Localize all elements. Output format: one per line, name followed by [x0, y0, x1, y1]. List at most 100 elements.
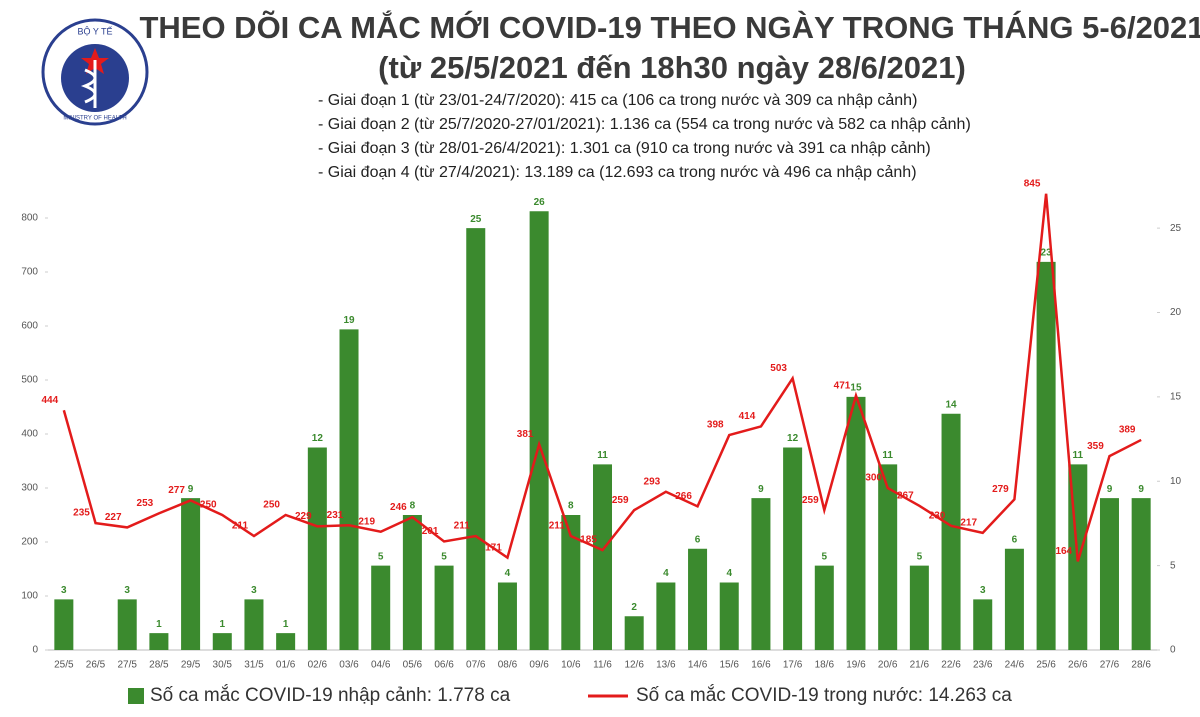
bar-label: 15	[850, 383, 862, 394]
line-label: 230	[929, 510, 946, 521]
x-tick-label: 30/5	[213, 660, 233, 671]
x-tick-label: 21/6	[910, 660, 930, 671]
bar-label: 1	[156, 619, 162, 630]
x-tick-label: 02/6	[308, 660, 328, 671]
bar	[1131, 498, 1151, 650]
bar-label: 8	[568, 501, 574, 512]
line-label: 235	[73, 508, 90, 519]
line-label: 164	[1055, 546, 1072, 557]
y-tick-label: 500	[21, 375, 38, 386]
bar	[1004, 548, 1024, 650]
bar-label: 2	[631, 602, 637, 613]
bar	[783, 447, 803, 650]
bar	[1036, 261, 1056, 650]
line-label: 211	[549, 521, 566, 532]
x-tick-label: 27/5	[117, 660, 137, 671]
line-label: 253	[137, 498, 154, 509]
y2-tick-label: 15	[1170, 392, 1182, 403]
x-tick-label: 12/6	[624, 660, 644, 671]
bar	[1099, 498, 1119, 650]
line-label: 211	[232, 521, 249, 532]
y2-tick-label: 10	[1170, 476, 1182, 487]
bar-label: 5	[917, 551, 923, 562]
bar-label: 5	[378, 551, 384, 562]
bar	[814, 565, 834, 650]
line-label: 300	[865, 473, 882, 484]
bar	[212, 633, 232, 650]
bar-label: 9	[1107, 484, 1113, 495]
x-tick-label: 05/6	[403, 660, 423, 671]
line-label: 246	[390, 502, 407, 513]
line	[62, 193, 1142, 562]
bar-label: 4	[505, 568, 511, 579]
bar	[656, 582, 676, 650]
legend-swatch	[128, 688, 144, 704]
bar	[909, 565, 929, 650]
y-tick-label: 100	[21, 591, 38, 602]
chart-title: THEO DÕI CA MẮC MỚI COVID-19 THEO NGÀY T…	[139, 9, 1200, 45]
line-label: 259	[612, 495, 629, 506]
bar-label: 11	[1072, 450, 1083, 461]
bar	[846, 396, 866, 650]
bar-label: 26	[534, 197, 546, 208]
bar	[941, 413, 961, 650]
y2-tick-label: 20	[1170, 307, 1182, 318]
logo-text: MINISTRY OF HEALTH	[63, 116, 126, 122]
x-tick-label: 09/6	[529, 660, 549, 671]
line-label: 250	[263, 500, 280, 511]
bar-label: 12	[787, 433, 799, 444]
line-label: 503	[770, 363, 787, 374]
x-tick-label: 04/6	[371, 660, 391, 671]
x-tick-label: 28/6	[1131, 660, 1151, 671]
bar-label: 3	[980, 585, 986, 596]
bar-label: 9	[1138, 484, 1144, 495]
bar	[434, 565, 454, 650]
x-tick-label: 13/6	[656, 660, 676, 671]
line-label: 359	[1087, 441, 1104, 452]
line-label: 381	[517, 429, 534, 440]
line-label: 259	[802, 495, 819, 506]
x-tick-label: 01/6	[276, 660, 296, 671]
bar-label: 23	[1041, 248, 1053, 259]
bar	[529, 211, 549, 650]
y-tick-label: 200	[21, 537, 38, 548]
x-tick-label: 23/6	[973, 660, 993, 671]
y2-tick-label: 5	[1170, 560, 1176, 571]
y-tick-label: 0	[32, 645, 38, 656]
line-label: 845	[1024, 178, 1041, 189]
x-tick-label: 20/6	[878, 660, 898, 671]
bar-label: 4	[663, 568, 669, 579]
bar-label: 11	[597, 450, 608, 461]
x-tick-label: 07/6	[466, 660, 486, 671]
line-label: 211	[454, 521, 471, 532]
x-tick-label: 25/6	[1036, 660, 1056, 671]
bar	[276, 633, 296, 650]
bar-label: 1	[219, 619, 225, 630]
x-tick-label: 27/6	[1100, 660, 1120, 671]
y-tick-label: 400	[21, 429, 38, 440]
x-tick-label: 16/6	[751, 660, 771, 671]
bar	[402, 515, 422, 650]
bar	[371, 565, 391, 650]
bar-label: 8	[410, 501, 416, 512]
bar-label: 6	[1012, 534, 1018, 545]
note: - Giai đoạn 3 (từ 28/01-26/4/2021): 1.30…	[318, 140, 931, 157]
line-label: 229	[295, 511, 312, 522]
x-tick-label: 19/6	[846, 660, 866, 671]
chart-subtitle: (từ 25/5/2021 đến 18h30 ngày 28/6/2021)	[378, 50, 966, 85]
line-label: 266	[675, 491, 692, 502]
bar	[751, 498, 771, 650]
bar-label: 12	[312, 433, 324, 444]
line-label: 414	[739, 411, 756, 422]
bar-label: 19	[343, 315, 355, 326]
bar-label: 3	[251, 585, 257, 596]
line-label: 250	[200, 500, 217, 511]
x-tick-label: 06/6	[434, 660, 454, 671]
y-tick-label: 800	[21, 213, 38, 224]
x-tick-label: 29/5	[181, 660, 201, 671]
x-tick-label: 28/5	[149, 660, 169, 671]
bar	[592, 464, 613, 650]
bar	[878, 464, 898, 650]
bar-label: 1	[283, 619, 289, 630]
